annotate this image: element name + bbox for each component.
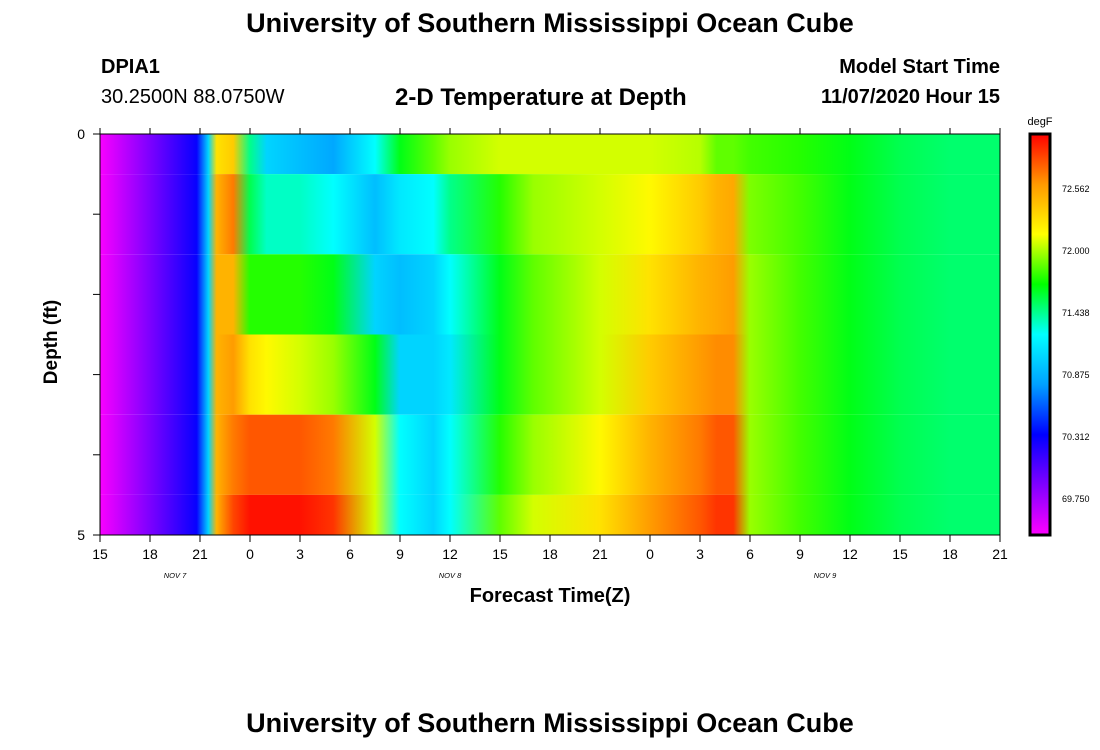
- x-tick-label: 15: [92, 546, 108, 562]
- colorbar-label: 71.438: [1062, 308, 1090, 318]
- x-tick-label: 15: [492, 546, 508, 562]
- colorbar-label: 72.562: [1062, 184, 1090, 194]
- x-tick-label: 15: [892, 546, 908, 562]
- page-title: University of Southern Mississippi Ocean…: [246, 8, 854, 38]
- x-tick-label: 12: [842, 546, 858, 562]
- x-date-label: NOV 8: [439, 571, 462, 580]
- x-date-label: NOV 7: [164, 571, 187, 580]
- x-tick-label: 9: [796, 546, 804, 562]
- x-tick-label: 3: [296, 546, 304, 562]
- colorbar: degF 72.562 72.000 71.438 70.875 70.312 69.750: [1027, 116, 1090, 537]
- plot-title: 2-D Temperature at Depth: [395, 84, 687, 111]
- x-axis-label: Forecast Time(Z): [469, 585, 631, 607]
- colorbar-scale: [1028, 132, 1052, 537]
- station-location: 30.2500N 88.0750W: [101, 86, 285, 108]
- colorbar-label: 70.312: [1062, 432, 1090, 442]
- x-tick-label: 12: [442, 546, 458, 562]
- x-tick-label: 9: [396, 546, 404, 562]
- heatmap-row-2: [100, 254, 1000, 335]
- heatmap-row-0: [100, 134, 1000, 175]
- x-tick-label: 21: [592, 546, 608, 562]
- x-tick-label: 0: [646, 546, 654, 562]
- x-tick-label: 21: [192, 546, 208, 562]
- model-start-label: Model Start Time: [839, 56, 1000, 78]
- y-tick-label: 5: [77, 527, 85, 543]
- y-tick-label: 0: [77, 126, 85, 142]
- model-start-value: 11/07/2020 Hour 15: [820, 86, 1000, 108]
- axes: 15 18 21 0 3 6 9 12 15 18 21 0 3 6 9 12 15 18 21 NOV 7 NOV 8…: [77, 126, 1008, 580]
- heatmap-row-5: [100, 494, 1000, 535]
- x-tick-label: 21: [992, 546, 1008, 562]
- x-tick-label: 18: [942, 546, 958, 562]
- x-date-label: NOV 9: [814, 571, 837, 580]
- colorbar-label: 72.000: [1062, 246, 1090, 256]
- heatmap-row-4: [100, 414, 1000, 495]
- heatmap: [100, 134, 1000, 535]
- x-tick-label: 3: [696, 546, 704, 562]
- colorbar-unit: degF: [1027, 116, 1052, 128]
- footer-title: University of Southern Mississippi Ocean…: [246, 708, 854, 738]
- colorbar-label: 70.875: [1062, 370, 1090, 380]
- heatmap-row-3: [100, 334, 1000, 415]
- x-tick-label: 6: [346, 546, 354, 562]
- x-tick-label: 18: [542, 546, 558, 562]
- heatmap-row-1: [100, 174, 1000, 255]
- station-id: DPIA1: [101, 56, 160, 78]
- x-tick-label: 18: [142, 546, 158, 562]
- colorbar-label: 69.750: [1062, 494, 1090, 504]
- x-tick-label: 0: [246, 546, 254, 562]
- x-tick-label: 6: [746, 546, 754, 562]
